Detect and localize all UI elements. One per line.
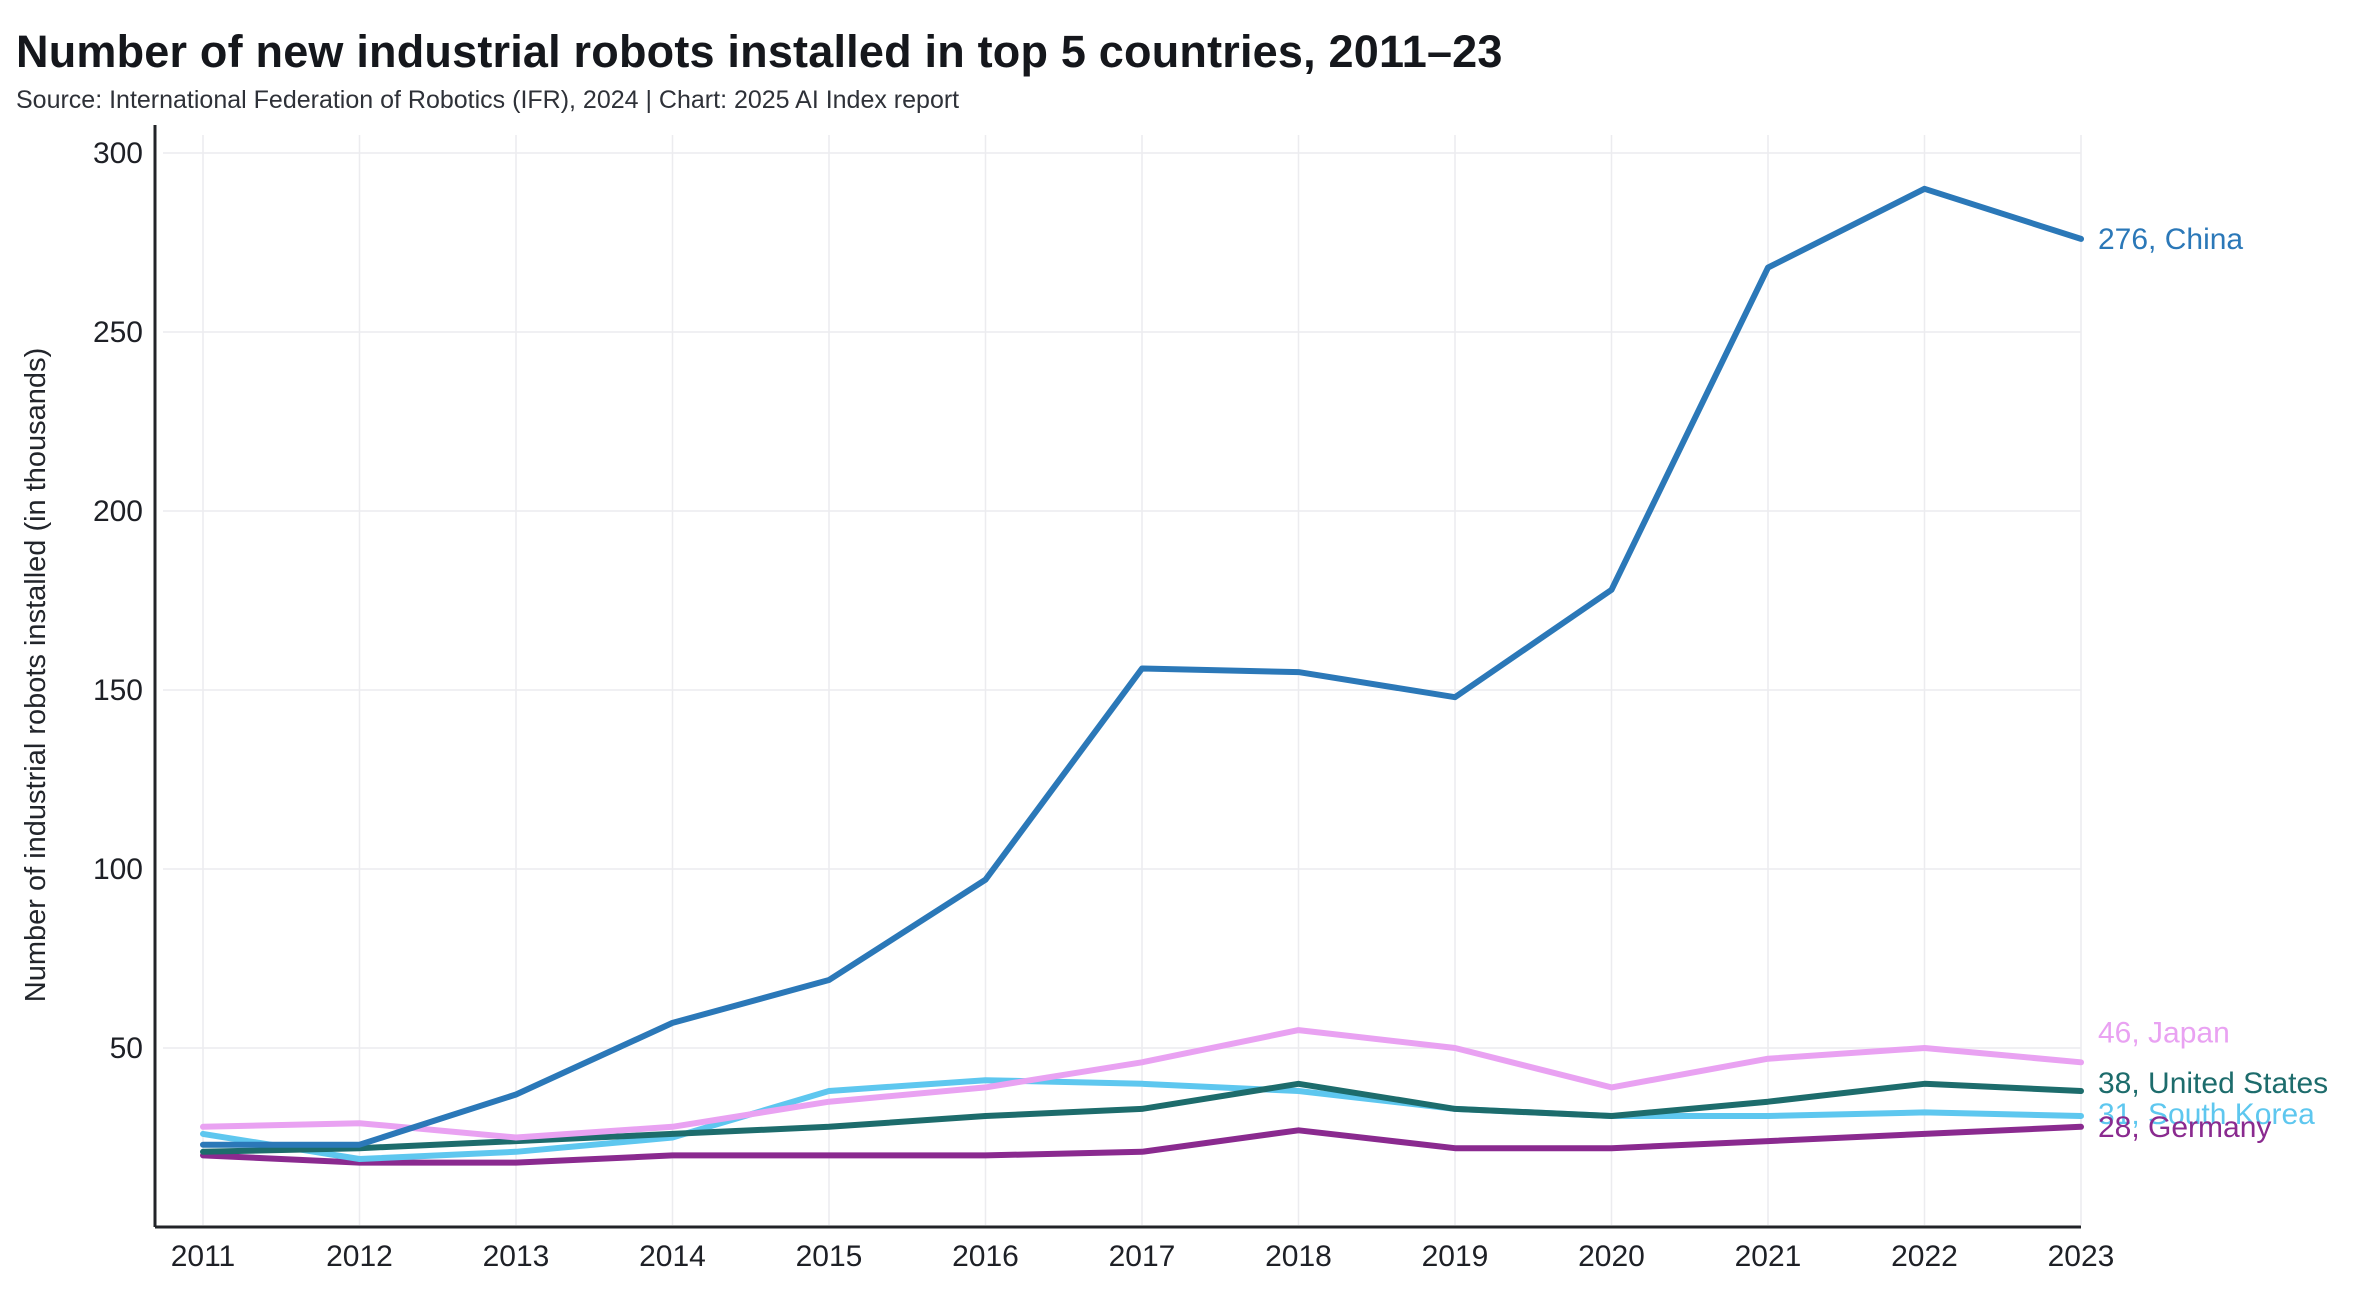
- y-tick-label: 250: [93, 316, 143, 349]
- series-end-label-japan: 46, Japan: [2098, 1016, 2230, 1049]
- series-line-south-korea: [200, 1077, 2084, 1162]
- series-line-united-states: [200, 1080, 2084, 1155]
- x-tick-label: 2018: [1265, 1240, 1332, 1273]
- series-end-label-germany: 28, Germany: [2098, 1111, 2271, 1144]
- y-tick-label: 50: [110, 1032, 143, 1065]
- x-tick-label: 2021: [1735, 1240, 1802, 1273]
- series-end-label-united-states: 38, United States: [2098, 1067, 2328, 1100]
- y-tick-label: 300: [93, 137, 143, 170]
- y-axis-title: Number of industrial robots installed (i…: [20, 348, 52, 1002]
- series-line-china: [200, 185, 2084, 1148]
- x-tick-label: 2022: [1891, 1240, 1958, 1273]
- y-tick-label: 200: [93, 495, 143, 528]
- series-end-labels: 276, China 46, Japan 38, United States31, …: [2098, 223, 2328, 1144]
- series-lines: [200, 185, 2084, 1166]
- chart-subtitle: Source: International Federation of Robo…: [16, 86, 960, 114]
- x-tick-label: 2013: [483, 1240, 550, 1273]
- x-tick-label: 2019: [1422, 1240, 1489, 1273]
- chart-title: Number of new industrial robots installe…: [16, 26, 1503, 77]
- x-tick-label: 2020: [1578, 1240, 1645, 1273]
- series-line-germany: [200, 1123, 2084, 1166]
- x-tick-label: 2016: [952, 1240, 1019, 1273]
- series-end-label-south-korea: 31, South Korea: [2098, 1098, 2315, 1131]
- x-tick-label: 2011: [171, 1240, 236, 1273]
- x-tick-label: 2012: [326, 1240, 393, 1273]
- series-line-japan: [200, 1027, 2084, 1141]
- series-end-label-china: 276, China: [2098, 223, 2243, 256]
- axes: 50 100 150 200 250 300 2011 2012 2013 2014 2015 201…: [93, 125, 2114, 1273]
- y-tick-label: 100: [93, 853, 143, 886]
- x-tick-label: 2023: [2048, 1240, 2115, 1273]
- y-tick-label: 150: [93, 674, 143, 707]
- gridlines: [163, 135, 2082, 1225]
- x-tick-label: 2014: [639, 1240, 706, 1273]
- x-tick-label: 2015: [796, 1240, 863, 1273]
- x-tick-label: 2017: [1109, 1240, 1176, 1273]
